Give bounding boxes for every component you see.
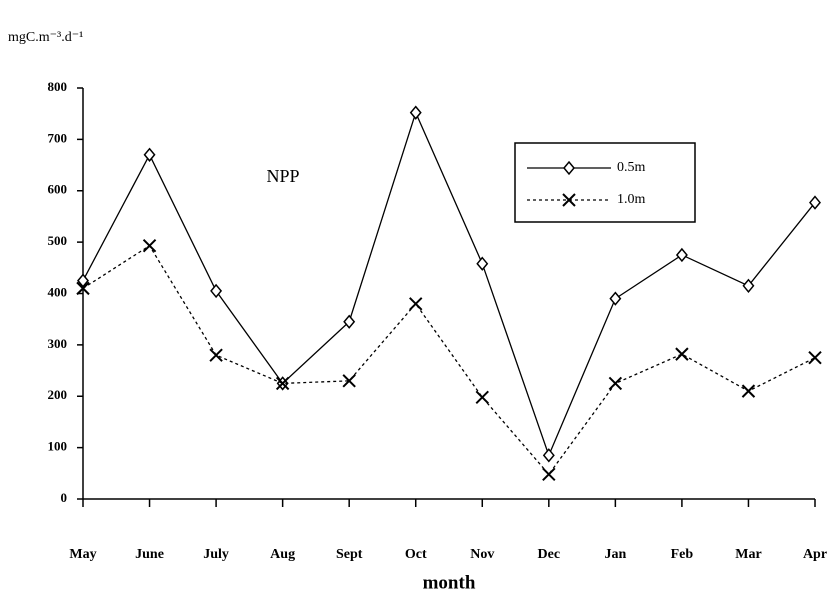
point [409, 105, 422, 120]
x-tick-label: June [135, 547, 164, 562]
x-tick-label: Jan [604, 547, 626, 562]
y-tick-label: 500 [48, 233, 68, 248]
x-tick-label: Nov [470, 547, 494, 562]
legend-label: 0.5m [617, 160, 646, 175]
x-tick-label: Apr [803, 547, 827, 562]
y-tick-label: 700 [48, 130, 68, 145]
legend-label: 1.0m [617, 192, 646, 207]
point [209, 348, 223, 362]
point [542, 448, 555, 463]
x-axis-label: month [423, 572, 476, 593]
point [609, 291, 622, 306]
x-tick-label: Feb [671, 547, 694, 562]
point [675, 247, 688, 263]
point [210, 283, 223, 299]
annotation: NPP [266, 166, 299, 186]
point [76, 281, 90, 296]
point [77, 273, 89, 288]
y-tick-label: 0 [61, 490, 68, 505]
x-tick-label: May [69, 547, 96, 562]
legend-marker [562, 193, 576, 207]
x-tick-label: Oct [405, 547, 427, 562]
point [742, 278, 755, 293]
y-tick-label: 300 [48, 336, 68, 351]
legend-marker [563, 160, 575, 176]
point [143, 147, 156, 162]
point [475, 390, 489, 404]
point [608, 376, 623, 391]
y-tick-label: 200 [48, 387, 68, 402]
x-tick-label: Aug [270, 547, 295, 562]
y-tick-label: 600 [48, 182, 68, 197]
point [142, 239, 157, 253]
point [808, 351, 822, 365]
point [343, 314, 356, 329]
y-tick-label: 100 [48, 439, 68, 454]
y-unit: mgC.m⁻³.d⁻¹ [8, 30, 83, 45]
x-tick-label: Mar [735, 547, 761, 562]
point [476, 256, 489, 271]
point [542, 467, 556, 482]
point [809, 195, 821, 210]
point [275, 376, 290, 391]
x-tick-label: Sept [336, 547, 363, 562]
point [409, 297, 423, 311]
series-line [82, 110, 816, 458]
point [342, 374, 356, 388]
y-tick-label: 800 [48, 79, 68, 94]
point [741, 384, 756, 398]
x-tick-label: Dec [538, 547, 561, 562]
series-line [82, 244, 816, 476]
point [675, 347, 689, 361]
x-tick-label: July [203, 547, 229, 562]
legend-box [514, 142, 696, 223]
y-tick-label: 400 [48, 284, 68, 299]
